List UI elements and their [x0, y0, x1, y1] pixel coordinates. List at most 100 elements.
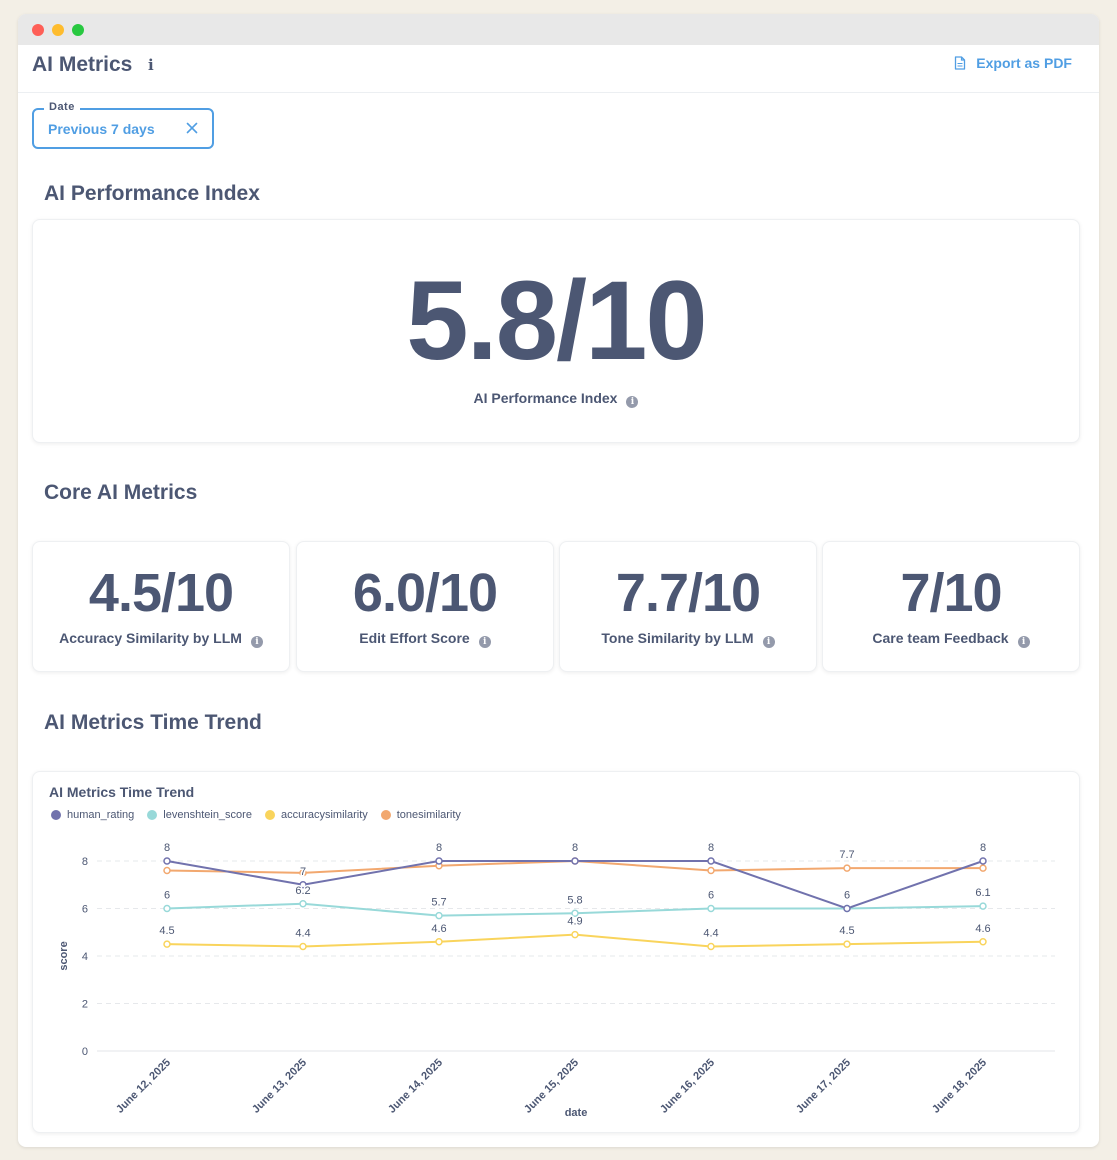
- legend-item[interactable]: accuracysimilarity: [264, 809, 368, 821]
- data-point-tonesimilarity: [163, 866, 171, 875]
- x-tick-label: June 16, 2025: [658, 1057, 717, 1116]
- data-label: 4.4: [295, 928, 310, 940]
- legend-item[interactable]: tonesimilarity: [380, 809, 461, 821]
- dashboard-header: AI Metrics i Export as PDF: [18, 45, 1099, 93]
- metric-value: 4.5/10: [88, 563, 234, 623]
- data-label: 4.6: [431, 923, 446, 935]
- close-icon[interactable]: [186, 122, 198, 134]
- data-label: 7: [300, 866, 306, 878]
- performance-index-label: AI Performance Index: [473, 390, 618, 406]
- data-label: 8: [436, 842, 442, 854]
- data-label: 4.9: [567, 916, 582, 928]
- data-point-human_rating: [707, 857, 715, 865]
- data-label: 6: [708, 890, 714, 902]
- data-point-human_rating: [979, 857, 987, 865]
- x-tick-label: June 14, 2025: [386, 1057, 445, 1116]
- chart-legend: human_rating levenshtein_score accuracysim…: [51, 809, 474, 821]
- data-point-levenshtein_score: [979, 902, 987, 910]
- y-tick-label: 6: [82, 904, 88, 916]
- x-tick-label: June 12, 2025: [114, 1057, 173, 1116]
- data-point-human_rating: [843, 904, 851, 913]
- data-label: 8: [572, 842, 578, 854]
- metric-label: Tone Similarity by LLM: [601, 630, 754, 646]
- window-minimize-button[interactable]: [52, 24, 64, 36]
- info-icon[interactable]: i: [1017, 636, 1030, 648]
- performance-index-card: 5.8/10 AI Performance Index i: [32, 219, 1080, 443]
- info-icon[interactable]: i: [478, 636, 491, 648]
- data-point-levenshtein_score: [299, 900, 307, 908]
- metric-label-row: Accuracy Similarity by LLM i: [33, 630, 289, 648]
- data-label: 8: [708, 842, 714, 854]
- metric-value: 7.7/10: [615, 563, 761, 623]
- window-maximize-button[interactable]: [72, 24, 84, 36]
- info-icon[interactable]: i: [148, 56, 154, 74]
- metric-card-accuracy: 4.5/10 Accuracy Similarity by LLM i: [32, 541, 290, 672]
- metric-card-care-team: 7/10 Care team Feedback i: [822, 541, 1080, 672]
- date-filter[interactable]: Date Previous 7 days: [32, 101, 214, 149]
- metric-label: Care team Feedback: [872, 630, 1009, 646]
- date-filter-value[interactable]: Previous 7 days: [48, 121, 155, 137]
- legend-swatch: [264, 810, 275, 820]
- info-icon[interactable]: i: [762, 636, 775, 648]
- data-label: 5.7: [431, 897, 446, 909]
- chart-title: AI Metrics Time Trend: [49, 784, 195, 800]
- legend-swatch: [51, 810, 61, 820]
- info-icon[interactable]: i: [250, 636, 263, 648]
- metric-label: Accuracy Similarity by LLM: [59, 630, 242, 646]
- data-label: 8: [164, 842, 170, 854]
- x-tick-label: June 13, 2025: [250, 1057, 309, 1116]
- performance-index-value: 5.8/10: [406, 258, 707, 383]
- data-point-human_rating: [571, 857, 579, 865]
- legend-item[interactable]: human_rating: [51, 809, 134, 821]
- data-point-human_rating: [163, 857, 171, 865]
- window-close-button[interactable]: [32, 24, 44, 36]
- section-title-trend: AI Metrics Time Trend: [44, 711, 262, 734]
- legend-item[interactable]: levenshtein_score: [147, 809, 252, 821]
- y-tick-label: 0: [82, 1046, 88, 1058]
- data-point-accuracysimilarity: [571, 930, 579, 939]
- legend-label: tonesimilarity: [396, 809, 461, 821]
- data-point-human_rating: [299, 881, 307, 889]
- section-title-core: Core AI Metrics: [44, 481, 198, 504]
- data-point-tonesimilarity: [979, 864, 987, 872]
- legend-swatch: [147, 810, 158, 820]
- data-label: 6.2: [295, 885, 310, 897]
- x-tick-label: June 17, 2025: [794, 1057, 853, 1116]
- data-label: 5.8: [567, 894, 582, 906]
- trend-chart: 0 2 4 6 8 score June 12, 2025 June 13, 2025 June…: [58, 841, 1055, 1119]
- data-point-levenshtein_score: [163, 904, 171, 913]
- data-point-tonesimilarity: [843, 864, 851, 872]
- data-point-accuracysimilarity: [843, 940, 851, 948]
- data-point-accuracysimilarity: [707, 942, 715, 951]
- legend-label: human_rating: [67, 809, 135, 821]
- metric-value: 7/10: [900, 563, 1002, 623]
- legend-label: levenshtein_score: [163, 809, 252, 821]
- metric-label-row: Edit Effort Score i: [297, 630, 553, 648]
- app-window: AI Metrics i Export as PDF Date Previous…: [18, 14, 1099, 1147]
- data-label: 4.6: [975, 923, 990, 935]
- export-pdf-button[interactable]: Export as PDF: [954, 55, 1072, 71]
- data-point-levenshtein_score: [571, 909, 579, 917]
- data-point-levenshtein_score: [435, 911, 443, 920]
- data-label: 4.5: [159, 925, 174, 937]
- data-point-accuracysimilarity: [435, 938, 443, 946]
- info-icon[interactable]: i: [626, 396, 639, 408]
- data-label: 6.1: [975, 887, 990, 899]
- section-title-performance: AI Performance Index: [44, 182, 260, 205]
- export-pdf-label: Export as PDF: [976, 55, 1072, 71]
- y-tick-label: 8: [82, 856, 88, 868]
- data-point-tonesimilarity: [299, 869, 307, 877]
- data-label: 6: [844, 890, 850, 902]
- metric-card-edit-effort: 6.0/10 Edit Effort Score i: [296, 541, 554, 672]
- data-label: 4.5: [839, 925, 854, 937]
- y-axis-label: score: [58, 941, 70, 970]
- y-tick-label: 4: [82, 951, 88, 963]
- metric-card-tone: 7.7/10 Tone Similarity by LLM i: [559, 541, 817, 672]
- title-bar: [18, 14, 1099, 45]
- page-title: AI Metrics: [32, 53, 133, 76]
- data-point-levenshtein_score: [707, 904, 715, 913]
- data-point-accuracysimilarity: [299, 942, 307, 951]
- metric-label-row: Care team Feedback i: [823, 630, 1079, 648]
- data-label: 8: [980, 842, 986, 854]
- data-label: 4.4: [703, 928, 718, 940]
